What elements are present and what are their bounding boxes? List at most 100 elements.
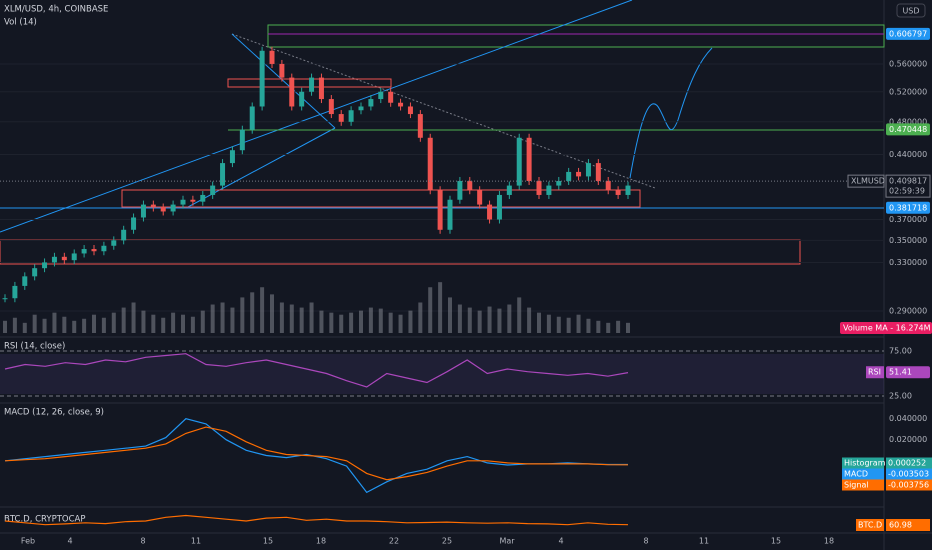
date-label: 4	[67, 537, 72, 546]
candle-body	[51, 256, 57, 263]
btcd-value: 60.98	[889, 521, 912, 530]
rsi-name-box	[866, 366, 884, 379]
rsi-value-box	[886, 366, 930, 379]
candle-body	[220, 163, 226, 186]
trend-line	[0, 0, 633, 233]
macd-tick-label: 0.020000	[889, 435, 927, 444]
candle-body	[2, 298, 8, 300]
macd-value: -0.003503	[888, 470, 929, 479]
candle-body	[32, 268, 38, 277]
volume-bar	[556, 316, 561, 333]
candle-body	[140, 204, 146, 218]
candle-body	[81, 249, 87, 254]
volume-title: Vol (14)	[4, 18, 37, 28]
last-price-symbol: XLMUSD	[851, 177, 885, 186]
volume-bar	[378, 308, 383, 333]
currency[interactable]: USD	[902, 7, 919, 16]
volume-bar	[92, 314, 96, 333]
symbol-title: XLM/USD, 4h, COINBASE	[4, 5, 108, 15]
volume-bar	[319, 310, 324, 333]
volume-bar	[260, 287, 265, 333]
volume-bar	[576, 314, 581, 333]
candle-body	[121, 229, 127, 241]
macd-value-box	[886, 457, 932, 469]
candle-body	[239, 129, 245, 151]
candle-body	[299, 91, 305, 107]
candle-body	[506, 185, 512, 195]
volume-bar	[121, 307, 126, 333]
volume-bar	[270, 294, 274, 333]
date-label: 8	[140, 537, 145, 546]
candle-body	[210, 185, 216, 195]
rsi-value: 51.41	[889, 368, 912, 377]
candle-body	[338, 114, 344, 122]
price-tick-label: 0.370000	[889, 215, 927, 224]
macd-name-box	[842, 468, 884, 480]
candle-body	[595, 163, 601, 181]
volume-bar	[438, 282, 443, 333]
btcd-title: BTC.D, CRYPTOCAP	[4, 515, 86, 525]
candle-body	[249, 106, 255, 130]
btcd-value-box	[886, 519, 930, 531]
volume-bar	[62, 316, 67, 333]
volume-bar	[517, 297, 522, 333]
candle-body	[101, 245, 107, 252]
volume-bar	[497, 308, 502, 333]
currency-button[interactable]	[896, 3, 926, 18]
volume-bar	[52, 312, 57, 333]
volume-bar	[339, 314, 344, 333]
price-label-box	[886, 123, 930, 136]
candle-body	[615, 190, 621, 195]
candle-body	[91, 249, 97, 252]
candle-body	[605, 180, 611, 191]
candle-body	[170, 204, 176, 212]
candle-body	[516, 137, 522, 186]
candle-body	[437, 190, 443, 230]
volume-ma-label: Volume MA - 16.274M	[843, 324, 931, 333]
volume-bar	[309, 302, 314, 333]
price-tick-label: 0.330000	[889, 258, 927, 267]
volume-bar	[457, 304, 462, 333]
zone-rect	[267, 24, 885, 48]
candle-body	[279, 63, 285, 78]
candle-body	[160, 207, 166, 212]
volume-bar	[22, 322, 27, 333]
volume-bar	[101, 317, 106, 333]
volume-bar	[467, 307, 472, 333]
candle-body	[427, 137, 433, 191]
candle-body	[131, 217, 137, 230]
candle-body	[447, 199, 453, 230]
candle-body	[566, 171, 572, 181]
volume-bar	[72, 320, 77, 333]
candle-body	[269, 50, 275, 64]
candle-body	[407, 106, 413, 115]
volume-bar	[141, 310, 146, 333]
volume-bar	[190, 316, 195, 333]
volume-bar	[388, 312, 393, 333]
projection-path	[629, 47, 713, 179]
macd-name: Signal	[844, 481, 869, 490]
date-label: 18	[316, 537, 326, 546]
volume-bar	[487, 306, 492, 333]
volume-bar	[12, 317, 17, 333]
candle-body	[378, 91, 384, 100]
trend-line	[231, 33, 656, 189]
price-tick-label: 0.440000	[889, 150, 927, 159]
macd-name-box	[842, 479, 884, 491]
date-label: Feb	[21, 537, 35, 546]
price-label: 0.606797	[889, 29, 927, 38]
macd-value-box	[886, 468, 932, 480]
volume-bar	[527, 307, 532, 333]
macd-line	[4, 426, 629, 481]
volume-bar	[82, 318, 87, 333]
candle-body	[556, 180, 562, 186]
last-price: 0.409817	[889, 177, 927, 186]
macd-name: Histogram	[844, 459, 886, 468]
candle-body	[546, 185, 552, 195]
candle-body	[358, 106, 364, 111]
volume-bar	[131, 302, 136, 333]
candle-body	[289, 77, 295, 107]
date-label: 15	[771, 537, 781, 546]
